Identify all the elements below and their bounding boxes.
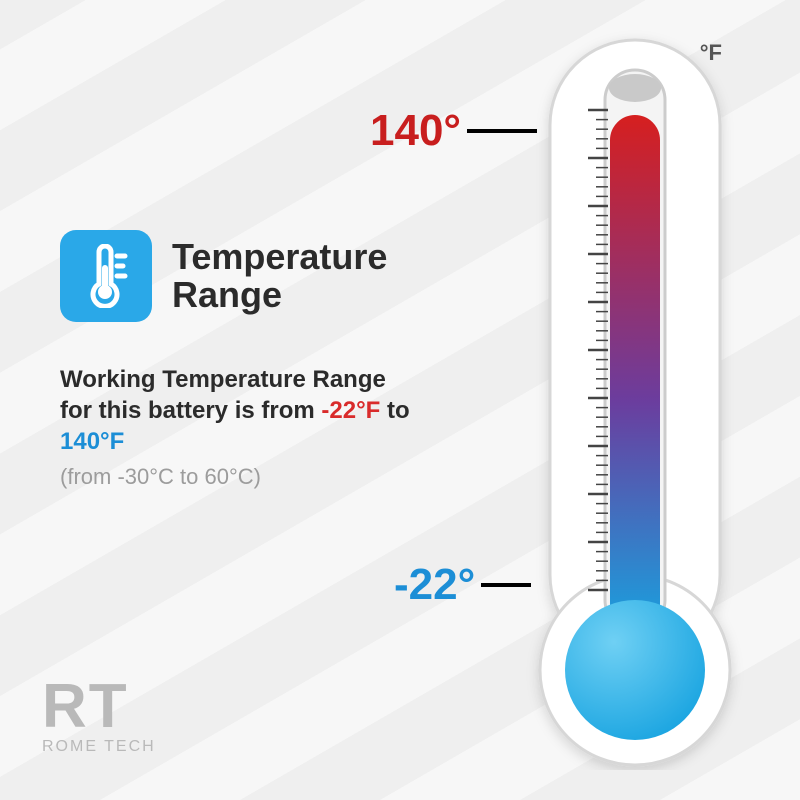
celsius-note: (from -30°C to 60°C) xyxy=(60,464,420,490)
brand-monogram: RT xyxy=(42,682,156,732)
heading-row: Temperature Range xyxy=(60,230,420,322)
desc-high: 140°F xyxy=(60,428,124,455)
desc-mid: to xyxy=(380,397,409,424)
high-leader xyxy=(467,129,537,133)
low-value: -22° xyxy=(394,560,475,610)
low-leader xyxy=(481,583,531,587)
low-callout: -22° xyxy=(394,560,531,610)
description: Working Temperature Range for this batte… xyxy=(60,364,420,458)
heading-line2: Range xyxy=(172,276,387,314)
high-value: 140° xyxy=(370,106,461,156)
heading-text: Temperature Range xyxy=(172,238,387,314)
thermometer-svg xyxy=(510,30,760,770)
high-callout: 140° xyxy=(370,106,537,156)
brand-mark: RT ROME TECH xyxy=(42,682,156,756)
desc-low: -22°F xyxy=(321,397,380,424)
unit-label: °F xyxy=(700,40,722,66)
info-panel: Temperature Range Working Temperature Ra… xyxy=(60,230,420,490)
thermometer-icon xyxy=(60,230,152,322)
heading-line1: Temperature xyxy=(172,238,387,276)
thermometer: °F 140° -22° xyxy=(510,30,760,770)
